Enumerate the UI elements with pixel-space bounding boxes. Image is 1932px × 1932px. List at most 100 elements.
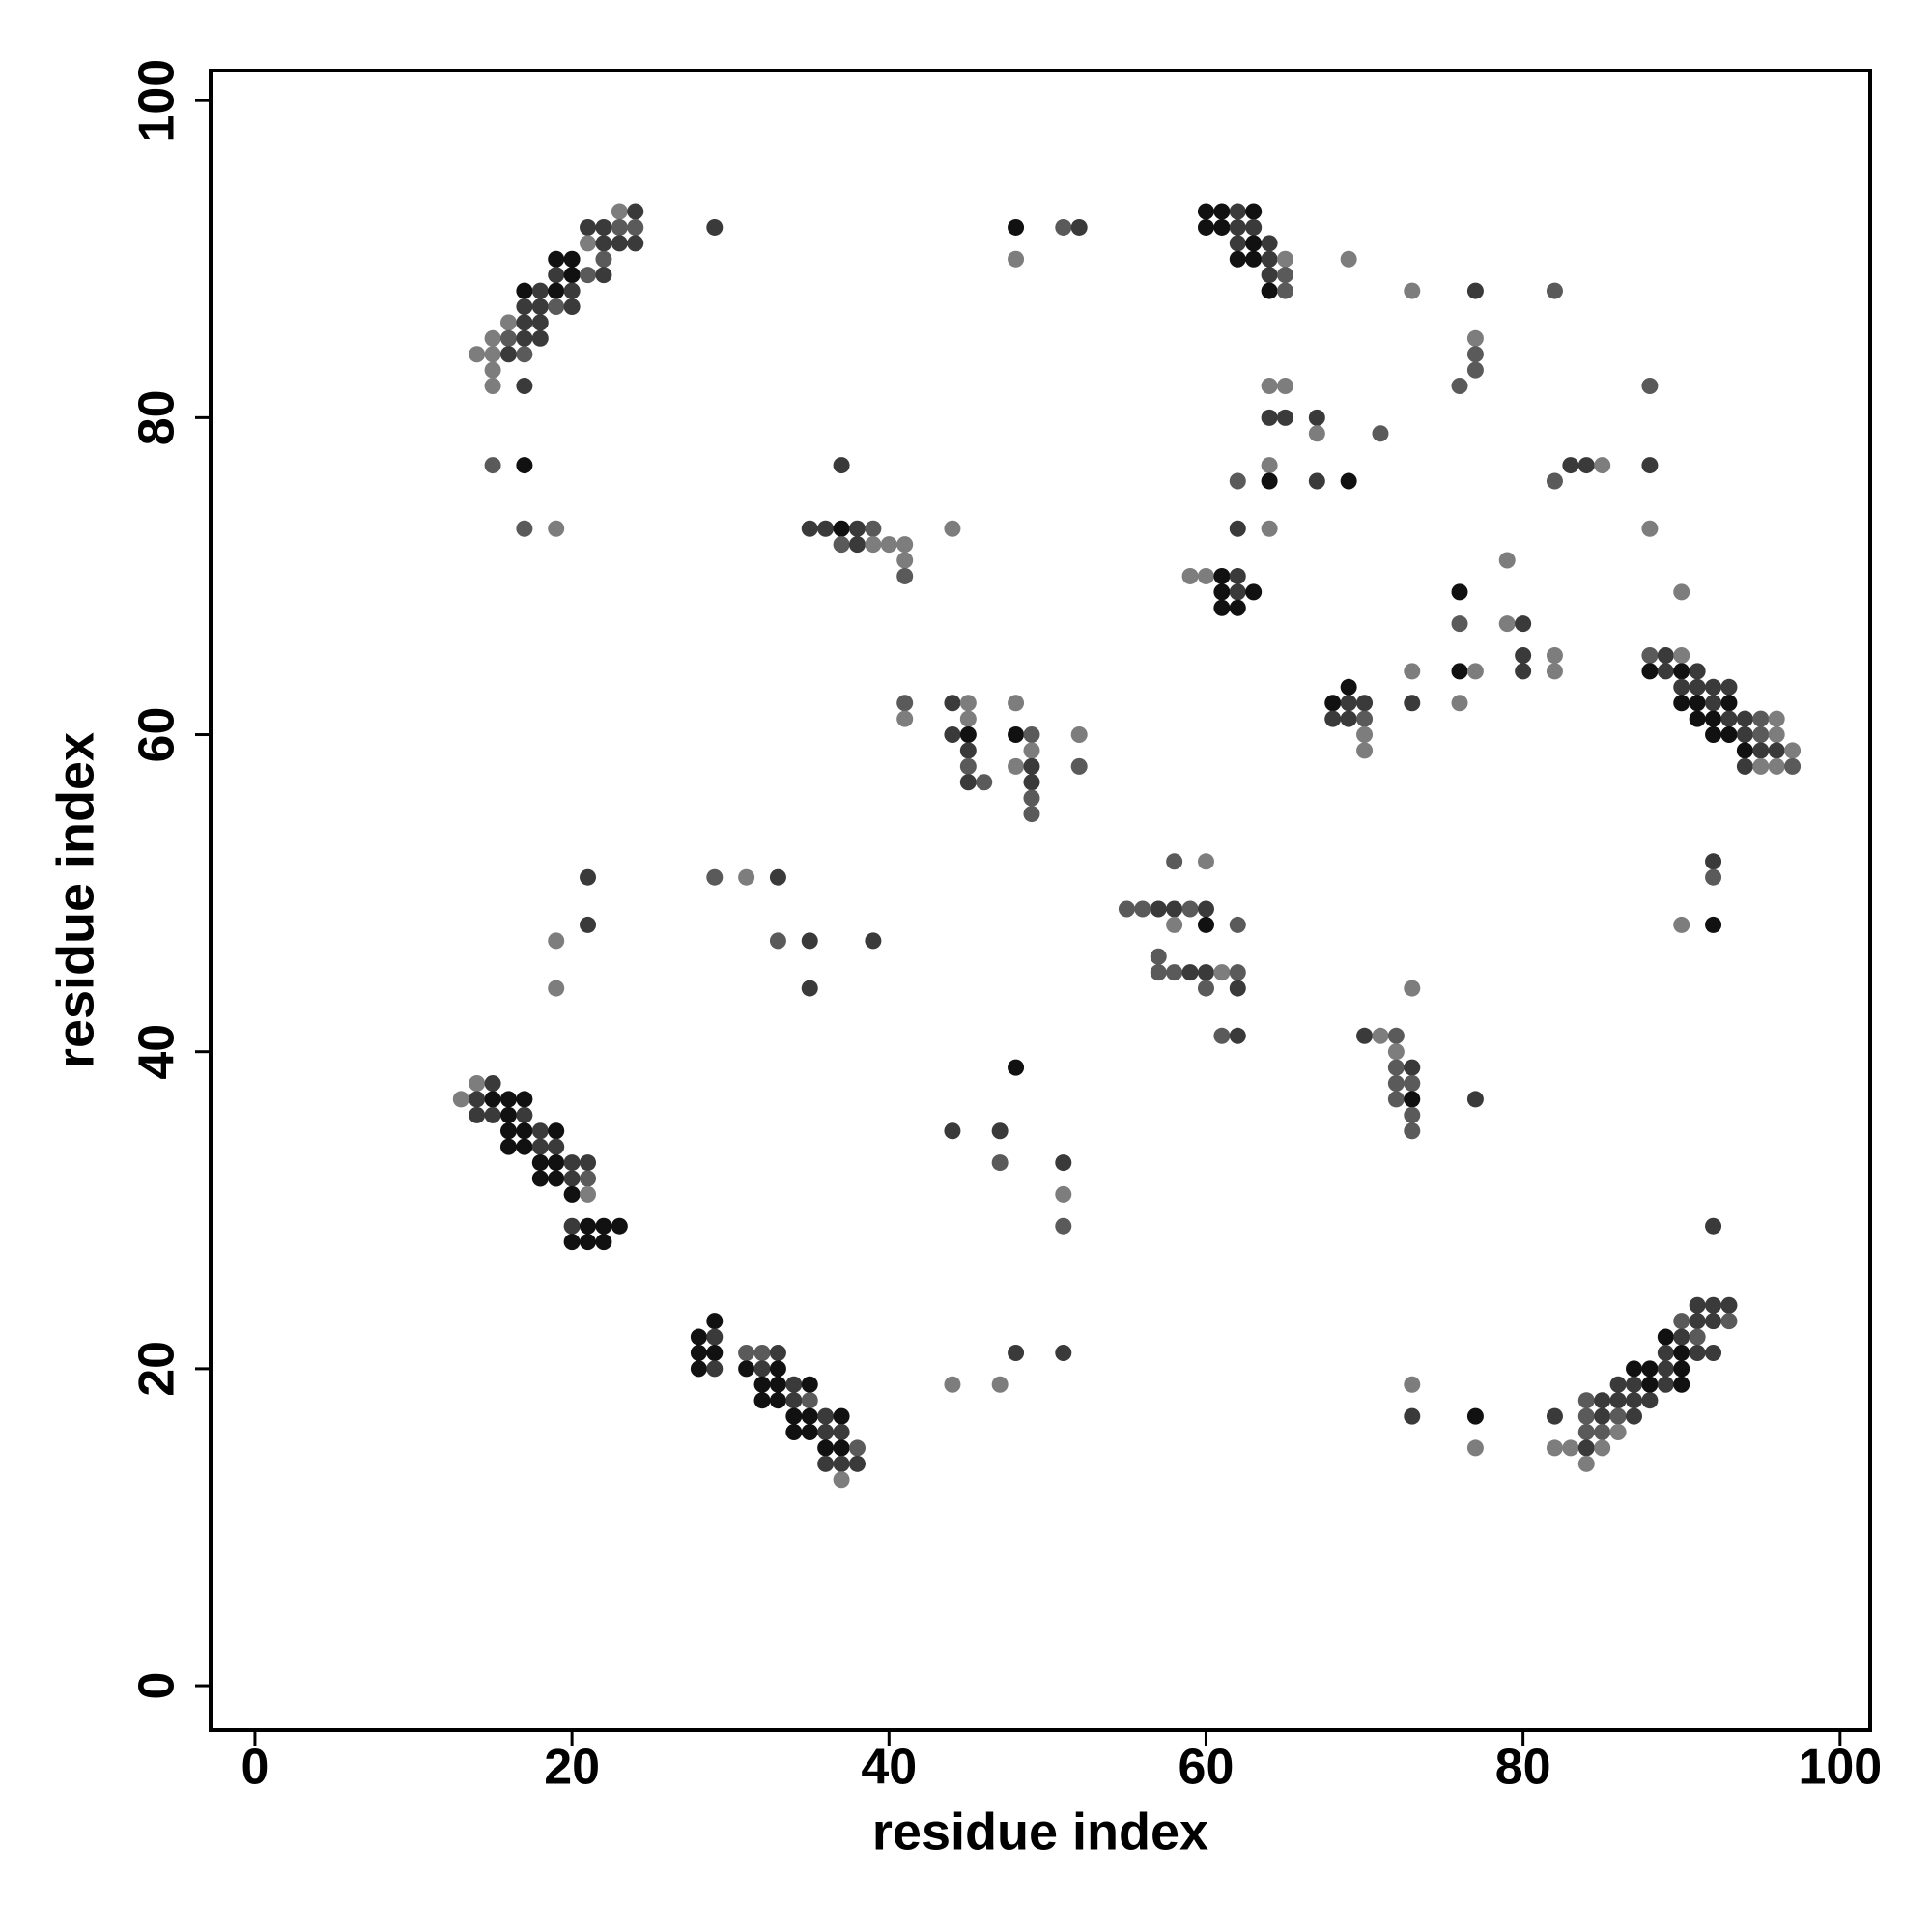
contact-point — [944, 520, 961, 537]
contact-point — [1451, 378, 1468, 395]
contact-point — [1324, 710, 1342, 727]
contact-point — [1466, 1407, 1484, 1425]
contact-point — [1657, 1344, 1674, 1361]
contact-point — [1609, 1407, 1627, 1425]
contact-point — [1229, 203, 1246, 220]
x-axis-title: residue index — [872, 1803, 1208, 1861]
contact-point — [548, 1170, 565, 1187]
contact-point — [706, 1344, 724, 1361]
contact-point — [1261, 282, 1278, 299]
contact-point — [1340, 710, 1357, 727]
contact-point — [1197, 964, 1214, 981]
contact-point — [548, 932, 565, 950]
contact-point — [531, 1170, 549, 1187]
contact-point — [817, 1407, 835, 1425]
contact-point — [1197, 218, 1214, 236]
contact-point — [548, 980, 565, 997]
contact-point — [1673, 1313, 1690, 1330]
contact-point — [595, 250, 612, 268]
contact-point — [627, 203, 644, 220]
contact-point — [484, 361, 501, 379]
contact-point — [1277, 250, 1294, 268]
contact-point — [563, 250, 581, 268]
y-axis-title: residue index — [46, 732, 104, 1068]
contact-point — [801, 980, 818, 997]
contact-point — [1372, 1027, 1389, 1044]
contact-point — [469, 346, 486, 363]
contact-point — [865, 520, 882, 537]
contact-point — [548, 520, 565, 537]
contact-point — [817, 1455, 835, 1472]
contact-point — [1229, 250, 1246, 268]
contact-point — [1546, 663, 1563, 680]
contact-point — [1594, 1407, 1611, 1425]
contact-point — [531, 1122, 549, 1140]
contact-point — [1134, 900, 1151, 918]
contact-point — [499, 329, 517, 347]
contact-point — [548, 250, 565, 268]
contact-point — [1498, 615, 1516, 633]
contact-point — [1229, 472, 1246, 490]
plot-frame — [209, 69, 1872, 1732]
contact-point — [1736, 710, 1753, 727]
contact-point — [896, 710, 914, 727]
contact-point — [944, 1122, 961, 1140]
contact-point — [580, 1234, 597, 1251]
contact-point — [1705, 695, 1722, 712]
contact-point — [1261, 520, 1278, 537]
contact-point — [1641, 1376, 1659, 1393]
contact-point — [1466, 282, 1484, 299]
contact-point — [1594, 457, 1611, 474]
contact-point — [1166, 916, 1183, 933]
contact-point — [801, 1407, 818, 1425]
contact-point — [1008, 757, 1025, 775]
contact-point — [1261, 235, 1278, 252]
contact-point — [991, 1154, 1009, 1172]
contact-point — [959, 726, 977, 744]
contact-point — [833, 536, 850, 554]
contact-point — [753, 1344, 771, 1361]
contact-point — [1546, 646, 1563, 664]
contact-point — [1451, 583, 1468, 601]
contact-point — [1752, 742, 1770, 759]
contact-point — [1404, 1407, 1421, 1425]
contact-point — [1308, 409, 1325, 426]
contact-point — [1657, 646, 1674, 664]
contact-point — [1546, 282, 1563, 299]
contact-point — [1673, 1344, 1690, 1361]
contact-point — [1356, 742, 1374, 759]
x-tick-label: 20 — [544, 1740, 600, 1796]
contact-point — [1720, 1296, 1738, 1314]
contact-point — [1229, 916, 1246, 933]
contact-point — [1784, 757, 1802, 775]
contact-point — [1213, 583, 1231, 601]
y-tick-label: 0 — [129, 1672, 185, 1700]
contact-point — [1245, 203, 1263, 220]
contact-point — [896, 695, 914, 712]
contact-point — [1229, 235, 1246, 252]
contact-point — [738, 1344, 755, 1361]
contact-point — [896, 567, 914, 584]
contact-point — [1213, 203, 1231, 220]
contact-point — [1609, 1376, 1627, 1393]
contact-point — [1404, 663, 1421, 680]
contact-point — [1641, 663, 1659, 680]
contact-point — [1261, 267, 1278, 284]
y-tick-label: 80 — [129, 389, 185, 445]
contact-point — [1515, 615, 1532, 633]
contact-point — [848, 520, 866, 537]
contact-point — [1720, 695, 1738, 712]
contact-point — [1736, 726, 1753, 744]
contact-point — [1673, 916, 1690, 933]
contact-point — [1546, 1439, 1563, 1457]
contact-point — [1641, 1392, 1659, 1409]
contact-point — [516, 457, 533, 474]
contact-point — [1626, 1407, 1643, 1425]
contact-point — [1451, 695, 1468, 712]
contact-point — [896, 536, 914, 554]
contact-point — [1356, 726, 1374, 744]
contact-point — [833, 1455, 850, 1472]
contact-point — [1197, 203, 1214, 220]
contact-point — [1720, 678, 1738, 696]
